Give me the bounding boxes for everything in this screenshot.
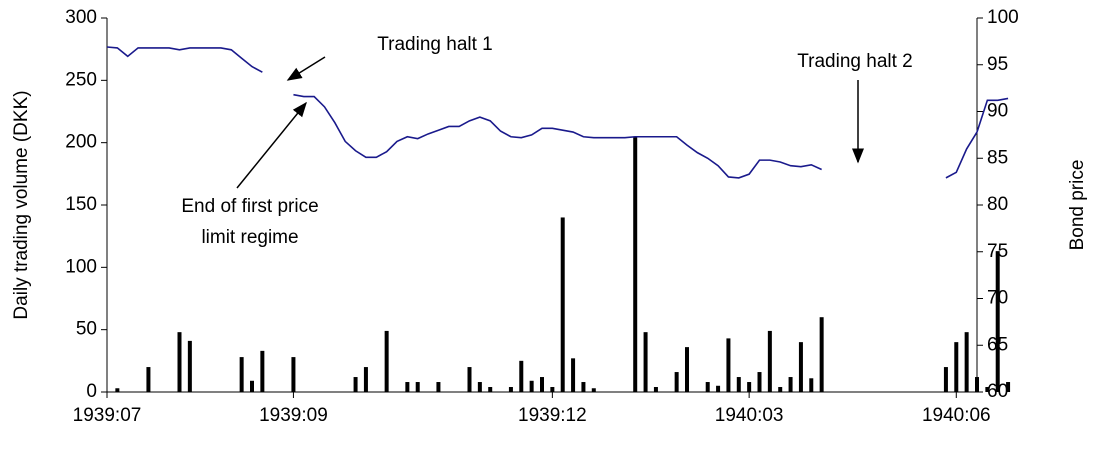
bar — [560, 217, 565, 392]
price-line — [945, 97, 1009, 179]
bar — [757, 372, 762, 392]
bar — [550, 387, 555, 392]
bar — [260, 350, 265, 392]
bar — [146, 367, 151, 392]
bar — [405, 382, 410, 392]
bar — [529, 380, 534, 392]
annotation-arrow — [286, 56, 326, 81]
bar — [767, 330, 772, 392]
annotation: Trading halt 2 — [797, 51, 912, 72]
bar — [250, 380, 254, 392]
y-tick-label: 200 — [65, 132, 97, 153]
bar — [177, 332, 182, 392]
bar — [1006, 382, 1011, 392]
bar — [591, 388, 596, 392]
y2-tick-label: 85 — [987, 147, 1008, 168]
bar — [798, 342, 803, 392]
y-tick-label: 0 — [86, 381, 97, 402]
y2-tick-label: 80 — [987, 194, 1008, 215]
bar — [985, 387, 990, 392]
y2-tick-label: 90 — [987, 101, 1008, 122]
price-line — [106, 46, 263, 73]
bar — [736, 377, 741, 392]
x-tick-label: 1940:06 — [922, 405, 991, 426]
bar — [508, 387, 513, 392]
bar — [363, 367, 368, 392]
bar — [778, 387, 783, 392]
bar — [809, 378, 814, 392]
bar — [716, 385, 721, 392]
bar — [187, 340, 192, 392]
bar — [581, 382, 586, 392]
bar — [747, 382, 752, 392]
bar — [653, 387, 658, 392]
y2-tick-label: 95 — [987, 54, 1008, 75]
bar — [964, 332, 969, 392]
bar — [995, 251, 1000, 392]
x-tick-label: 1940:03 — [715, 405, 784, 426]
annotation: limit regime — [201, 227, 298, 248]
y-tick-label: 250 — [65, 69, 97, 90]
price-line — [293, 93, 822, 179]
y-axis-label: Daily trading volume (DKK) — [11, 90, 32, 319]
bar — [705, 382, 710, 392]
y2-axis-label: Bond price — [1067, 160, 1088, 251]
bar — [353, 377, 358, 392]
bar — [519, 360, 524, 392]
bar — [384, 330, 389, 392]
y-tick-label: 50 — [76, 319, 97, 340]
bar — [415, 382, 420, 392]
x-tick-label: 1939:12 — [518, 405, 587, 426]
bar — [685, 347, 689, 392]
bar — [540, 377, 544, 392]
bar — [467, 367, 472, 392]
x-tick-label: 1939:07 — [73, 405, 142, 426]
bar — [477, 382, 482, 392]
y-tick-label: 100 — [65, 256, 97, 277]
annotation: Trading halt 1 — [377, 34, 492, 55]
bar — [975, 377, 979, 392]
bar — [643, 332, 648, 392]
bar — [291, 357, 296, 392]
bar — [239, 357, 244, 392]
bar — [633, 136, 638, 392]
annotation: End of first price — [181, 196, 318, 217]
bar — [954, 342, 959, 392]
bar — [674, 372, 679, 392]
bar — [115, 388, 120, 392]
bar — [436, 382, 441, 392]
y-tick-label: 300 — [65, 7, 97, 28]
x-tick-label: 1939:09 — [259, 405, 328, 426]
y-tick-label: 150 — [65, 194, 97, 215]
bar — [571, 358, 576, 392]
bar — [726, 338, 731, 392]
annotation-arrow — [236, 101, 307, 189]
bar — [943, 367, 948, 392]
bar — [488, 387, 493, 392]
bar — [819, 317, 824, 392]
bar — [788, 377, 793, 392]
y2-tick-label: 100 — [987, 7, 1019, 28]
